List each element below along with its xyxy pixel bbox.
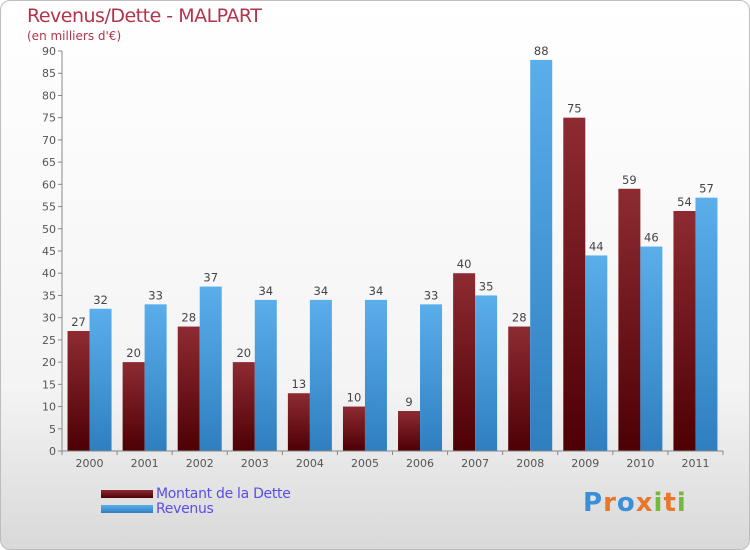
- debt-value-label: 28: [512, 311, 527, 325]
- debt-value-label: 59: [622, 173, 637, 187]
- y-tick-label: 15: [42, 378, 56, 391]
- logo-letter: i: [653, 488, 664, 518]
- legend-swatch-revenus: [101, 505, 153, 513]
- y-tick-label: 20: [42, 356, 56, 369]
- revenue-bar: [199, 286, 222, 451]
- debt-bar: [232, 362, 255, 451]
- revenue-bar: [309, 299, 332, 451]
- y-tick-label: 60: [42, 178, 56, 191]
- revenue-value-label: 34: [314, 284, 329, 298]
- y-tick-label: 70: [42, 134, 56, 147]
- revenue-value-label: 44: [589, 239, 604, 253]
- debt-bar: [563, 117, 586, 452]
- y-tick-label: 30: [42, 312, 56, 325]
- logo-letter: x: [635, 488, 654, 518]
- x-tick-label: 2009: [571, 457, 599, 470]
- x-tick-label: 2005: [351, 457, 379, 470]
- revenue-value-label: 88: [534, 44, 549, 58]
- y-tick-label: 50: [42, 223, 56, 236]
- debt-bar: [673, 211, 696, 451]
- logo-letter: i: [676, 488, 687, 518]
- debt-value-label: 10: [347, 391, 362, 405]
- debt-bar: [618, 188, 641, 451]
- x-tick-label: 2011: [681, 457, 709, 470]
- revenue-bar: [89, 308, 112, 451]
- logo-letter: r: [603, 488, 617, 518]
- debt-bar: [287, 393, 310, 451]
- revenue-value-label: 35: [479, 279, 494, 293]
- revenue-bar: [420, 304, 443, 451]
- logo-letter: o: [616, 488, 636, 518]
- debt-bar: [508, 326, 531, 451]
- y-tick-label: 75: [42, 112, 56, 125]
- revenue-value-label: 33: [148, 288, 163, 302]
- proxiti-logo: Proxiti: [583, 488, 687, 518]
- revenue-value-label: 34: [369, 284, 384, 298]
- y-tick-label: 5: [49, 423, 56, 436]
- debt-bar: [398, 411, 421, 451]
- revenue-bar: [475, 295, 498, 451]
- x-tick-label: 2008: [516, 457, 544, 470]
- revenue-bar: [254, 299, 277, 451]
- x-tick-label: 2004: [296, 457, 324, 470]
- revenue-bar: [695, 197, 718, 451]
- x-tick-label: 2006: [406, 457, 434, 470]
- legend-swatch-dette: [101, 490, 153, 498]
- y-tick-label: 25: [42, 334, 56, 347]
- debt-bar: [342, 406, 365, 451]
- x-tick-label: 2000: [76, 457, 104, 470]
- x-tick-label: 2002: [186, 457, 214, 470]
- revenue-bar: [585, 255, 608, 451]
- debt-bar: [177, 326, 200, 451]
- debt-bar: [453, 273, 476, 451]
- debt-value-label: 40: [457, 257, 472, 271]
- debt-value-label: 20: [236, 346, 251, 360]
- debt-value-label: 27: [71, 315, 86, 329]
- y-tick-label: 10: [42, 401, 56, 414]
- chart-title: Revenus/Dette - MALPART: [27, 5, 262, 27]
- debt-value-label: 9: [405, 395, 412, 409]
- revenue-value-label: 33: [424, 288, 439, 302]
- revenue-value-label: 34: [258, 284, 273, 298]
- y-tick-label: 0: [49, 445, 56, 458]
- debt-bar: [122, 362, 145, 451]
- y-tick-label: 35: [42, 289, 56, 302]
- y-tick-label: 55: [42, 201, 56, 214]
- legend-label-dette: Montant de la Dette: [156, 486, 291, 502]
- y-tick-label: 90: [42, 45, 56, 58]
- y-tick-label: 80: [42, 89, 56, 102]
- revenue-bar: [364, 299, 387, 451]
- x-tick-label: 2007: [461, 457, 489, 470]
- revenue-value-label: 46: [644, 231, 659, 245]
- revenue-value-label: 37: [203, 271, 218, 285]
- logo-letter: P: [583, 488, 604, 518]
- debt-value-label: 13: [292, 377, 307, 391]
- revenue-bar: [530, 59, 553, 452]
- x-tick-label: 2003: [241, 457, 269, 470]
- debt-value-label: 54: [677, 195, 692, 209]
- y-tick-label: 40: [42, 267, 56, 280]
- revenue-value-label: 32: [93, 293, 108, 307]
- debt-bar: [67, 331, 90, 451]
- chart-subtitle: (en milliers d'€): [27, 29, 122, 43]
- debt-value-label: 75: [567, 102, 582, 116]
- x-tick-label: 2010: [626, 457, 654, 470]
- revenue-value-label: 57: [699, 182, 714, 196]
- y-tick-label: 45: [42, 245, 56, 258]
- y-tick-label: 85: [42, 67, 56, 80]
- legend-label-revenus: Revenus: [156, 501, 214, 517]
- x-tick-label: 2001: [131, 457, 159, 470]
- revenue-bar: [640, 246, 663, 451]
- y-tick-label: 65: [42, 156, 56, 169]
- debt-value-label: 20: [126, 346, 141, 360]
- debt-value-label: 28: [181, 311, 196, 325]
- logo-letter: t: [663, 488, 677, 518]
- revenue-bar: [144, 304, 167, 451]
